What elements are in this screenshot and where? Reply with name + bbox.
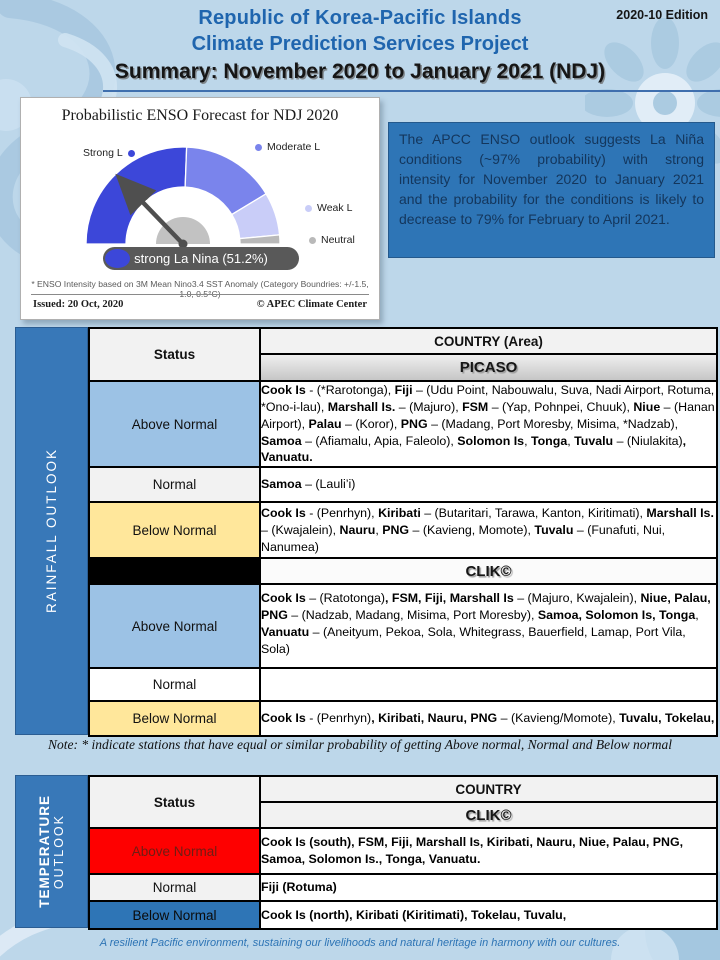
temperature-sidebar: TEMPERATURE OUTLOOK [15,775,88,928]
gauge-segment [239,234,281,245]
legend-strong-dot [127,149,135,157]
table-row: CLIK© [89,801,718,829]
table-row: CLIK© [88,557,718,586]
legend-weak-dot [305,204,312,212]
motto-footer: A resilient Pacific environment, sustain… [99,937,621,949]
clik-normal-label: Normal [88,667,261,703]
picaso-normal-label: Normal [88,466,261,504]
temperature-sidebar-label-line2: OUTLOOK [52,813,66,890]
rainfall-sidebar-label: RAINFALL OUTLOOK [44,448,59,614]
temperature-country-header: COUNTRY [259,775,718,803]
temperature-above-normal-countries: Cook Is (south), FSM, Fiji, Marshall Is,… [259,827,718,875]
table-row: Below Normal Cook Is (north), Kiribati (… [88,900,718,930]
clik-above-normal-countries: Cook Is – (Ratotonga), FSM, Fiji, Marsha… [259,583,718,670]
temperature-source-clik: CLIK© [259,801,718,829]
gauge-needle-base [178,239,188,249]
rainfall-table: Status COUNTRY (Area) PICASO Above Norma… [88,327,718,738]
enso-forecast-card: Probabilistic ENSO Forecast for NDJ 2020… [20,97,380,320]
temperature-normal-countries: Fiji (Rotuma) [259,873,718,902]
table-row: Below Normal Cook Is - (Penrhyn), Kiriba… [88,700,718,738]
enso-outlook-text: The APCC ENSO outlook suggests La Niña c… [399,131,704,227]
result-pill-dot [105,249,130,268]
project-title-line2: Climate Prediction Services Project [191,33,529,55]
legend-neutral-dot [309,236,316,244]
temperature-status-header: Status [88,775,261,829]
source-clik: CLIK© [259,557,718,586]
table-row: Normal [88,667,718,703]
asterisk-note: Note: * indicate stations that have equa… [48,737,672,752]
legend-weak-la-nina: Weak L [305,202,352,214]
clik-above-normal-label: Above Normal [88,583,261,670]
clik-below-normal-countries: Cook Is - (Penrhyn), Kiribati, Nauru, PN… [259,700,718,738]
summary-title: Summary: November 2020 to January 2021 (… [114,60,606,83]
header-divider [103,90,720,92]
gauge-segments-group [85,146,281,249]
legend-neutral-label: Neutral [321,234,355,246]
source-picaso: PICASO [259,353,718,382]
chart-footer-divider [31,294,369,295]
legend-moderate-la-nina: Moderate L [255,141,320,153]
gauge-needle [115,173,185,246]
picaso-above-normal-countries: Cook Is - (*Rarotonga), Fiji – (Udu Poin… [259,379,718,469]
temperature-sidebar-label-line1: TEMPERATURE [37,795,52,908]
table-row: Above Normal Cook Is - (*Rarotonga), Fij… [88,379,718,469]
table-row: Normal Samoa – (Lauli’i) [88,466,718,504]
clik-black-cell [88,557,261,586]
picaso-normal-countries: Samoa – (Lauli’i) [259,466,718,504]
picaso-above-normal-label: Above Normal [88,379,261,469]
rainfall-country-header: COUNTRY (Area) [259,327,718,355]
issued-date: Issued: 20 Oct, 2020 [33,299,124,310]
temperature-above-normal-label: Above Normal [88,827,261,875]
temperature-below-normal-countries: Cook Is (north), Kiribati (Kiritimati), … [259,900,718,930]
edition-label: 2020-10 Edition [616,8,708,22]
legend-strong-la-nina: Strong L [83,147,135,159]
table-row: Above Normal Cook Is (south), FSM, Fiji,… [88,827,718,875]
legend-moderate-label: Moderate L [267,141,321,153]
forecast-result-pill: strong La Nina (51.2%) [103,247,299,270]
legend-moderate-dot [255,143,262,151]
table-row: Above Normal Cook Is – (Ratotonga), FSM,… [88,583,718,670]
temperature-table: Status COUNTRY CLIK© Above Normal Cook I… [88,775,718,930]
table-row: Status COUNTRY (Area) [88,327,718,382]
enso-outlook-box: The APCC ENSO outlook suggests La Niña c… [388,122,715,258]
project-title-line1: Republic of Korea-Pacific Islands [198,7,522,29]
forecast-result-label: strong La Nina (51.2%) [134,251,268,266]
picaso-below-normal-label: Below Normal [88,501,261,560]
table-row: Below Normal Cook Is - (Penrhyn), Kiriba… [88,501,718,560]
clik-below-normal-label: Below Normal [88,700,261,738]
clik-normal-countries [259,667,718,703]
legend-weak-label: Weak L [317,202,353,214]
table-row: Normal Fiji (Rotuma) [88,873,718,902]
chart-footnote: * ENSO Intensity based on 3M Mean Nino3.… [31,279,369,299]
rainfall-status-header: Status [88,327,261,382]
picaso-below-normal-countries: Cook Is - (Penrhyn), Kiribati – (Butarit… [259,501,718,560]
table-row: Status COUNTRY [88,775,718,829]
apec-credit: © APEC Climate Center [256,299,367,310]
chart-title: Probabilistic ENSO Forecast for NDJ 2020 [61,107,339,124]
legend-strong-label: Strong L [83,147,123,159]
gauge-hub [156,217,210,244]
temperature-normal-label: Normal [88,873,261,902]
table-row: PICASO [89,353,718,382]
rainfall-sidebar: RAINFALL OUTLOOK [15,327,88,735]
legend-neutral: Neutral [309,234,355,246]
temperature-below-normal-label: Below Normal [88,900,261,930]
